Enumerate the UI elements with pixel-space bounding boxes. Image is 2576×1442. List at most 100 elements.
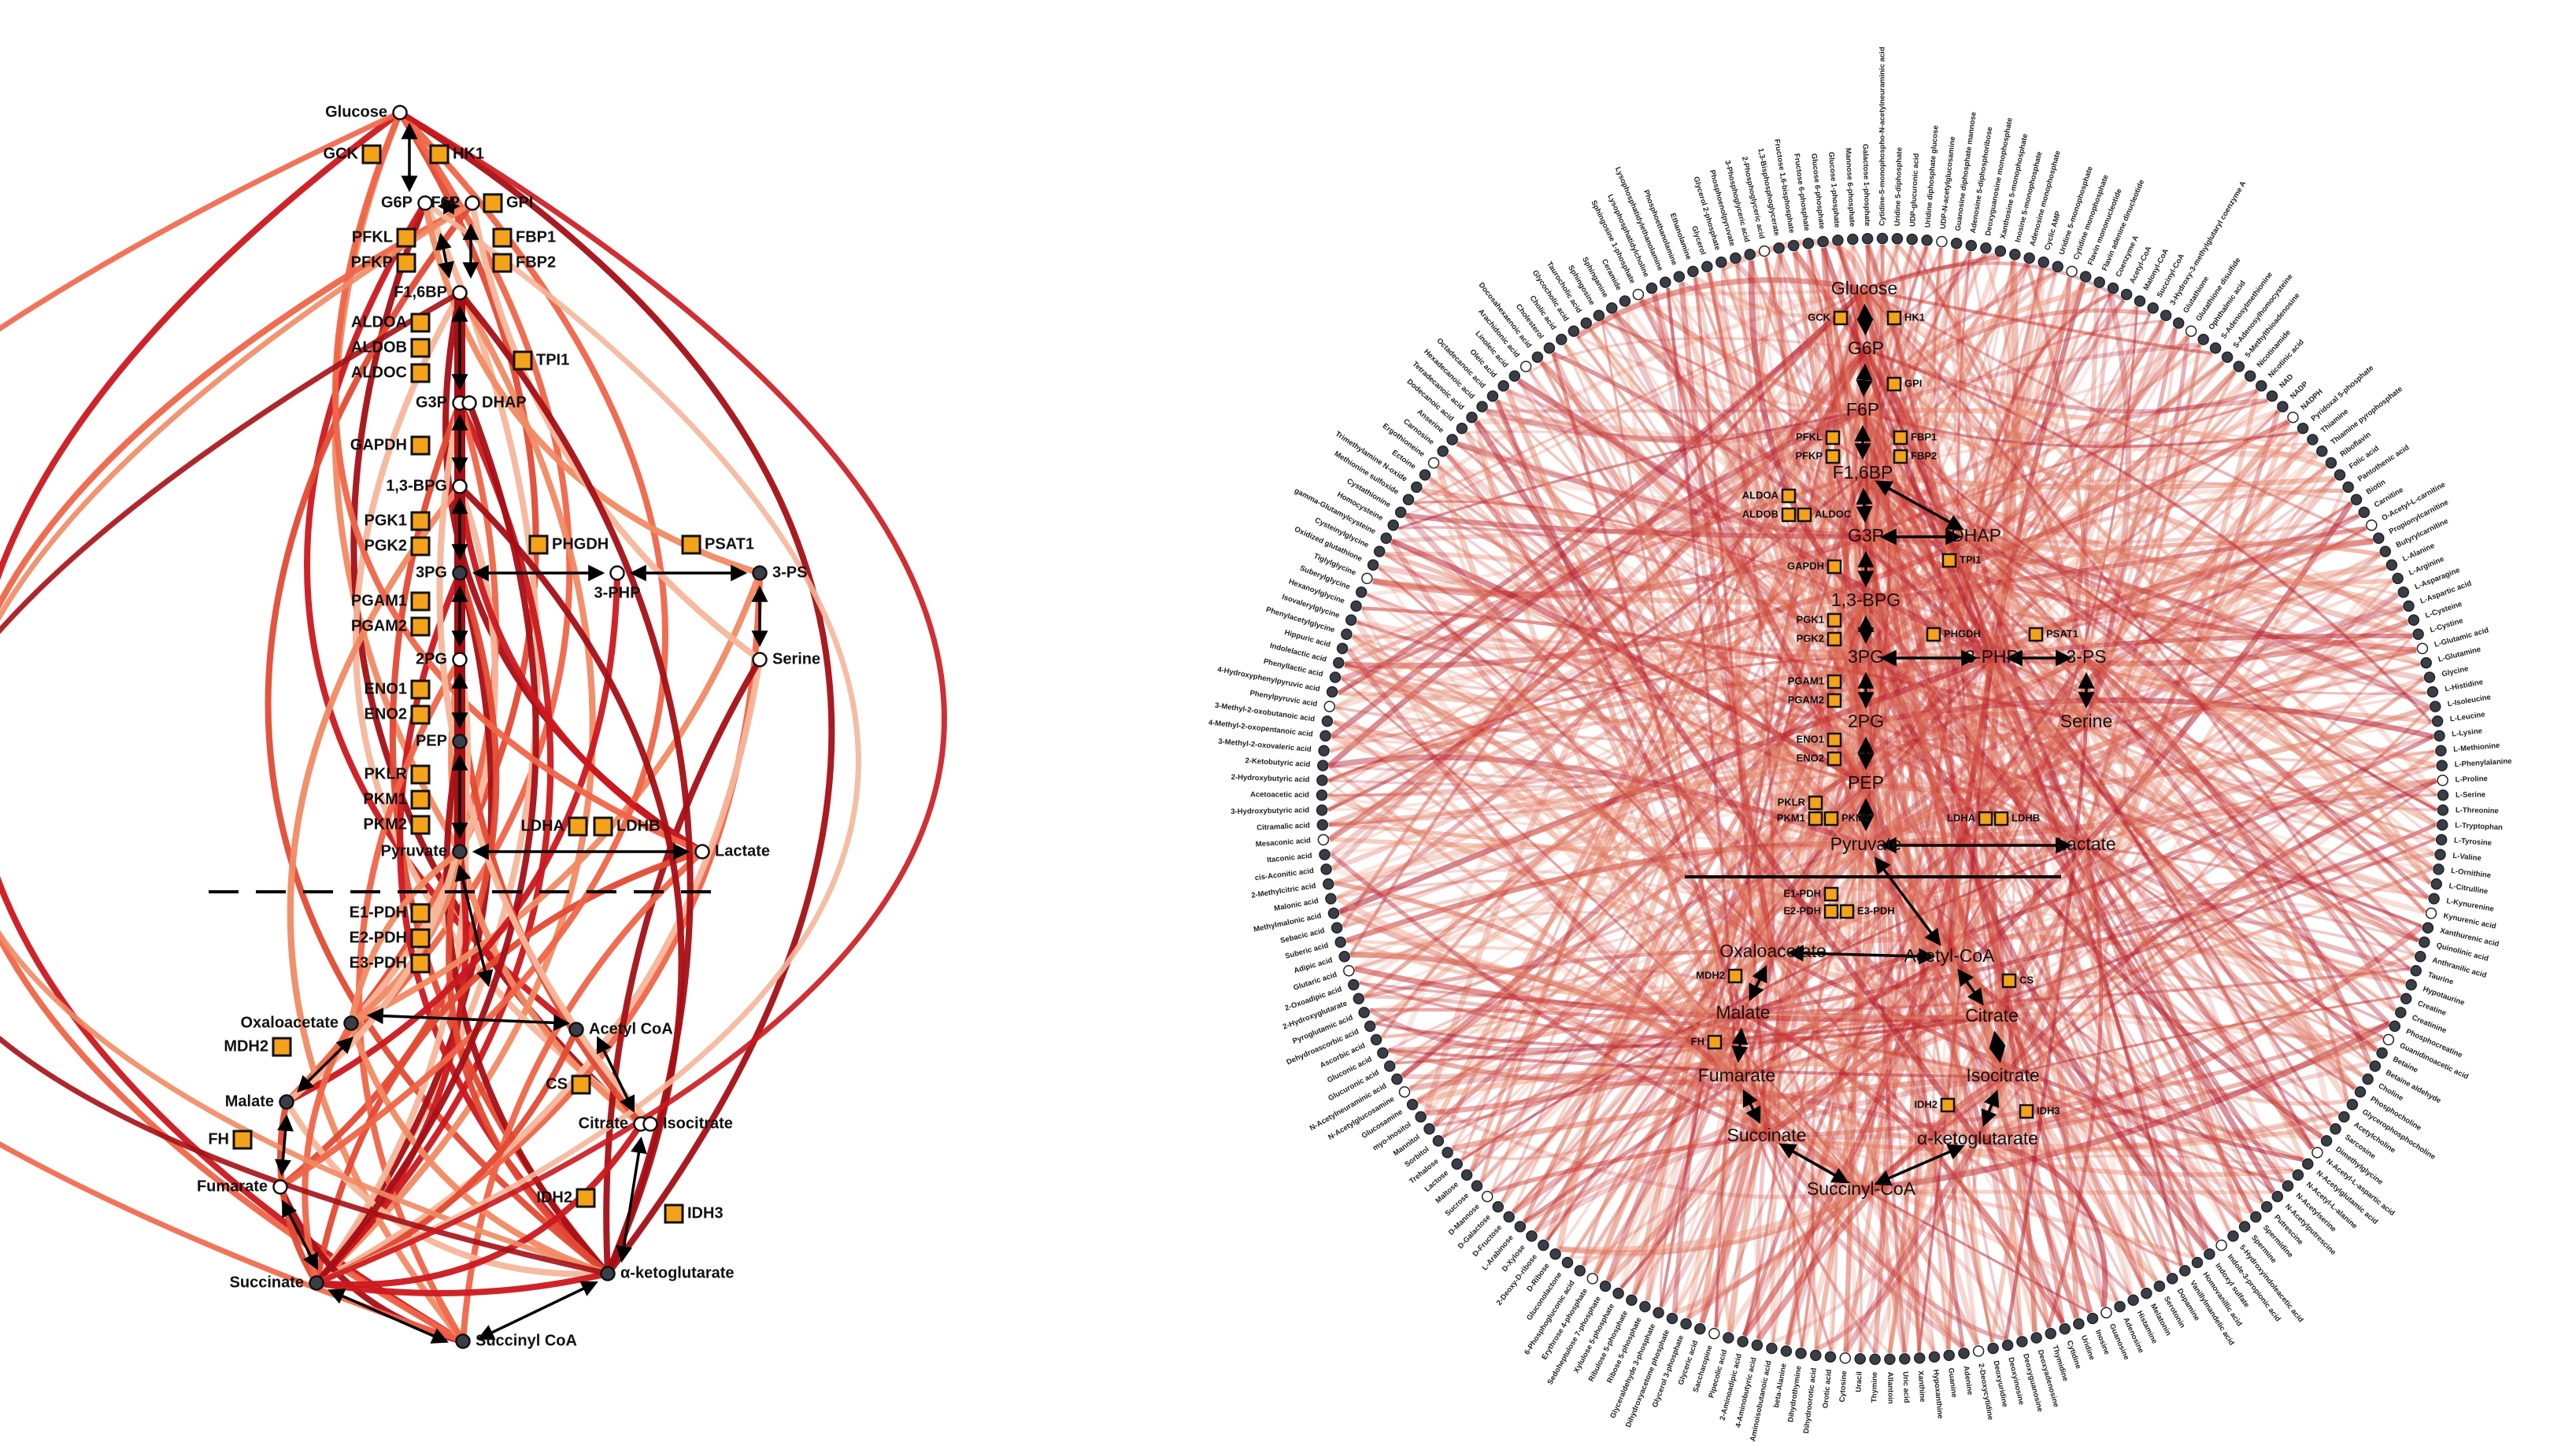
ring-label-3-hydroxybutyric-acid: 3-Hydroxybutyric acid (1231, 806, 1309, 816)
right-network-panel: Cytidine-5-monophospho-N-acetylneuramini… (1208, 46, 2511, 1442)
ring-edge (1356, 619, 2087, 726)
ring-chord-edge (2070, 982, 2340, 1250)
right-panel-metabolite-labels: Glucose G6P F6P F1,6BP G3P DHAP 1,3-BPG 3PG 3-PH… (1698, 278, 2116, 1199)
right-enzyme-eno1: ENO1 (1797, 732, 1842, 748)
ring-node-methionine-sulfoxide (1402, 494, 1415, 506)
ring-edge (1375, 1015, 1993, 1048)
ring-node-guanosine (2100, 1307, 2112, 1318)
ring-edge (1862, 288, 2437, 812)
ring-chord-edge (1960, 969, 2378, 1345)
ring-edge (1917, 657, 1993, 1352)
ring-node-5-methylthioadenosine (2233, 360, 2245, 372)
ring-edge (2085, 844, 2363, 1078)
metabolite-node-fumarate (272, 1179, 288, 1195)
ring-node-3-methyl-2-oxobutanoic-acid (1321, 715, 1334, 727)
ring-edge (1865, 501, 2352, 660)
right-enzyme-box-ldhb (1993, 811, 2009, 826)
ring-node-l-proline (2437, 775, 2448, 786)
ring-node-ophthalmic-acid (2197, 334, 2209, 346)
ring-edge (1764, 257, 1868, 723)
reaction-arrow-oaa-acoa (366, 1008, 571, 1031)
enzyme-pfkl: PFKL (352, 227, 416, 248)
ring-chord-edge (2103, 902, 2419, 1204)
ring-node-phenyllactic-acid (1329, 671, 1342, 683)
ring-edge (1412, 501, 2087, 847)
reaction-arrow-pyruvate-acoa (1874, 856, 1941, 946)
center-label-succoa: Succinyl-CoA (1807, 1178, 1916, 1199)
ring-edge (1865, 782, 2429, 900)
edge-glucose-succoa (0, 109, 466, 1344)
ring-edge (1409, 949, 1775, 1092)
ring-edge (1977, 1110, 2340, 1150)
right-enzyme-label-phgdh: PHGDH (1944, 627, 1981, 639)
enzyme-box-pgam1 (410, 591, 431, 612)
ring-edge (1990, 1015, 2133, 1296)
ring-label-nad: NAD (2278, 372, 2295, 390)
right-enzyme-label-ldha: LDHA (1947, 812, 1976, 823)
ring-edge (1420, 287, 1865, 493)
ring-label-pantothenic-acid: Pantothenic acid (2356, 443, 2411, 484)
ring-edge (1862, 289, 2196, 1259)
right-enzyme-box-pgk1 (1827, 612, 1842, 628)
ring-label-mesaconic-acid: Mesaconic acid (1255, 837, 1311, 849)
ring-node-serotonin (2153, 1280, 2166, 1292)
ring-node-sedoheptulose-7-phosphate (1599, 1280, 1612, 1292)
ring-node-l-arabinose (1514, 1221, 1527, 1233)
ring-node-lysophosphatidylethanolamine (1660, 276, 1671, 288)
ring-edge (1421, 488, 2088, 725)
ring-edge (1588, 327, 1994, 1018)
ring-edge (1582, 956, 1951, 1267)
ring-node-anthranilic-acid (2415, 950, 2426, 963)
enzyme-label-ldhb: LDHB (616, 817, 661, 834)
reaction-arrow-f16bp-g3p (1856, 487, 1873, 523)
ring-chord-edge (1496, 399, 2381, 649)
metabolite-label-serine: Serine (772, 650, 820, 667)
ring-edge (1862, 471, 2335, 490)
ring-edge (1456, 442, 1993, 660)
ring-edge (1586, 327, 1867, 540)
ring-edge (1864, 656, 2219, 1242)
ring-label-l-threonine: L-Threonine (2456, 806, 2499, 815)
edge-glucose-akg (397, 109, 835, 1277)
ring-edge (1445, 453, 1775, 954)
right-enzyme-fh: FH (1691, 1034, 1723, 1050)
enzyme-label-psat1: PSAT1 (705, 535, 754, 553)
ring-label-uridine: Uridine (2079, 1334, 2097, 1362)
ring-edge (2084, 845, 2219, 1241)
ring-node-4-aminobutyric-acid (1751, 1339, 1764, 1351)
ring-node-l-cystine (2412, 628, 2424, 641)
ring-chord-edge (1764, 257, 1892, 1353)
right-enzyme-box-aldob (1781, 507, 1797, 523)
ring-edge (1860, 779, 2437, 1192)
ring-node-allantoin (1884, 1353, 1896, 1366)
ring-label-dihydroorotic-acid: Dihydroorotic acid (1802, 1367, 1819, 1434)
ring-edge (1354, 966, 1993, 1022)
ring-edge (1374, 655, 1993, 1026)
ring-edge (1581, 535, 1979, 1267)
ring-edge (1559, 1187, 1863, 1253)
ring-node-cis-aconitic-acid (1320, 863, 1332, 875)
ring-edge (1331, 866, 1864, 1192)
ring-edge (1398, 409, 1864, 530)
ring-node-ribulose-5-phosphate (1626, 1294, 1638, 1306)
edge-citrate-succinate (313, 1121, 644, 1289)
ring-edge (1910, 245, 2088, 659)
ring-edge (1778, 254, 1868, 723)
right-enzyme-phgdh: PHGDH (1926, 627, 1981, 642)
ring-chord-edge (1475, 420, 2171, 1274)
ring-edge (1494, 399, 1745, 1015)
ring-chord-edge (1328, 260, 1778, 812)
metabolite-node-succinate (309, 1275, 324, 1291)
right-enzyme-box-gapdh (1827, 559, 1842, 575)
right-enzyme-box-pfkl (1825, 430, 1841, 446)
ring-node-uridine-5-diphosphate (1891, 233, 1904, 245)
ring-edge (1334, 881, 1739, 1078)
ring-node-mannose-6-phosphate (1847, 233, 1859, 246)
right-enzyme-label-pgk2: PGK2 (1797, 632, 1824, 644)
ring-edge (1860, 1188, 2274, 1195)
ring-node-acetylcholine (2338, 1111, 2350, 1123)
ring-edge (1474, 421, 1769, 1138)
ring-label-sebacic-acid: Sebacic acid (1279, 926, 1326, 945)
ring-edge (1865, 656, 2432, 886)
reaction-arrow-oaa-acoa (1786, 945, 1936, 965)
